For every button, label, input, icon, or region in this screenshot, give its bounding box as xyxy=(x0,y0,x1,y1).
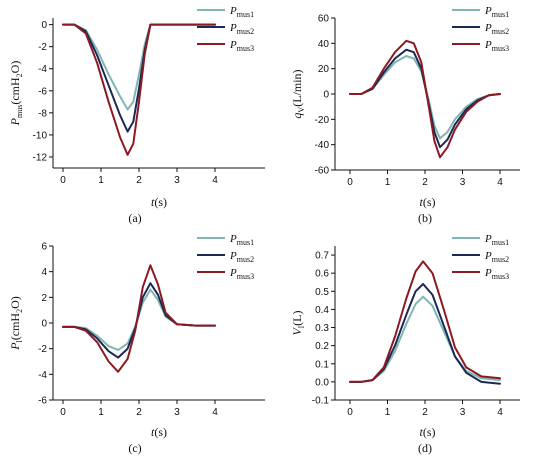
y-axis-label: Vl(L) xyxy=(290,311,306,336)
y-tick-label: 0.0 xyxy=(315,377,329,388)
y-tick-label: 0 xyxy=(41,20,47,31)
x-tick-label: 3 xyxy=(174,175,180,186)
x-tick-label: 4 xyxy=(212,175,218,186)
x-tick-label: 2 xyxy=(136,407,142,418)
y-axis-label: Pl(cmH2O) xyxy=(8,296,24,351)
panel-label: (c) xyxy=(128,441,141,455)
legend-entry: Pmus3 xyxy=(484,39,509,53)
legend-entry: Pmus3 xyxy=(229,39,254,53)
x-tick-label: 0 xyxy=(60,407,66,418)
y-tick-label: 0.6 xyxy=(315,269,329,280)
x-axis-label: t(s) xyxy=(151,195,167,209)
y-tick-label: -40 xyxy=(315,140,330,151)
legend-entry: Pmus1 xyxy=(229,233,254,247)
x-tick-label: 1 xyxy=(385,177,391,188)
y-tick-label: 2 xyxy=(41,293,47,304)
legend-entry: Pmus2 xyxy=(229,22,254,36)
legend-entry: Pmus1 xyxy=(484,233,509,247)
y-tick-label: 0.5 xyxy=(315,287,329,298)
chart-panel-a: 0 1 2 3 4 0 -2 -4 -6 -8 -10 -12 Pmus1 Pmus2 Pmus3 t(s) P… xyxy=(8,5,265,225)
y-tick-label: -2 xyxy=(38,42,47,53)
y-tick-label: 20 xyxy=(318,64,330,75)
x-tick-label: 4 xyxy=(497,407,503,418)
y-tick-label: 0.2 xyxy=(315,341,329,352)
y-tick-label: -4 xyxy=(38,370,47,381)
series-line-mus1 xyxy=(349,295,501,383)
series-line-mus1 xyxy=(62,288,216,351)
y-tick-label: 0.7 xyxy=(315,251,329,262)
y-tick-label: 0.4 xyxy=(315,305,329,316)
x-tick-label: 3 xyxy=(460,177,466,188)
series-line-mus3 xyxy=(349,39,501,159)
legend-entry: Pmus2 xyxy=(484,250,509,264)
x-tick-label: 0 xyxy=(60,175,66,186)
y-tick-label: -6 xyxy=(38,86,47,97)
y-tick-label: 0.3 xyxy=(315,323,329,334)
x-tick-label: 2 xyxy=(422,177,428,188)
y-tick-label: -60 xyxy=(315,166,330,177)
y-tick-label: 0 xyxy=(41,319,47,330)
series-line-mus1 xyxy=(349,55,501,140)
series-line-mus3 xyxy=(62,23,216,156)
x-tick-label: 0 xyxy=(347,177,353,188)
x-tick-label: 3 xyxy=(174,407,180,418)
legend-entry: Pmus1 xyxy=(484,5,509,19)
y-tick-label: -0.1 xyxy=(312,396,330,407)
x-tick-label: 4 xyxy=(497,177,503,188)
series-line-mus2 xyxy=(62,282,216,359)
x-tick-label: 2 xyxy=(136,175,142,186)
series-line-mus3 xyxy=(62,264,216,373)
y-tick-label: -2 xyxy=(38,344,47,355)
y-tick-label: 40 xyxy=(318,39,330,50)
y-tick-label: 6 xyxy=(41,242,47,253)
y-tick-label: 0 xyxy=(323,90,329,101)
y-tick-label: -6 xyxy=(38,396,47,407)
y-tick-label: -12 xyxy=(33,152,48,163)
y-tick-label: -20 xyxy=(315,115,330,126)
x-tick-label: 3 xyxy=(460,407,466,418)
legend-entry: Pmus3 xyxy=(484,267,509,281)
x-tick-label: 0 xyxy=(347,407,353,418)
x-axis-label: t(s) xyxy=(419,195,435,209)
y-tick-label: -8 xyxy=(38,108,47,119)
series-line-mus3 xyxy=(349,260,501,383)
chart-panel-d: 0 1 2 3 4 0.7 0.6 0.5 0.4 0.3 0.2 0.1 0.0 -0.1 Pmus1 Pm… xyxy=(290,233,520,455)
y-tick-label: -4 xyxy=(38,64,47,75)
legend-entry: Pmus2 xyxy=(484,22,509,36)
x-axis-label: t(s) xyxy=(151,425,167,439)
y-axis-label: Pmus(cmH2O) xyxy=(8,61,24,127)
chart-panel-b: 0 1 2 3 4 60 40 20 0 -20 -40 -60 Pmus1 Pmus2 Pmus3 t(s)… xyxy=(290,5,520,225)
legend-entry: Pmus3 xyxy=(229,267,254,281)
x-tick-label: 1 xyxy=(385,407,391,418)
y-tick-label: -10 xyxy=(33,130,48,141)
y-tick-label: 4 xyxy=(41,267,47,278)
x-tick-label: 4 xyxy=(212,407,218,418)
y-axis-label: qV(L/min) xyxy=(290,69,306,118)
panel-label: (b) xyxy=(418,211,432,225)
x-axis-label: t(s) xyxy=(419,425,435,439)
chart-panel-c: 0 1 2 3 4 6 4 2 0 -2 -4 -6 Pmus1 Pmus2 Pmus3 t(s) Pl(cmH… xyxy=(8,233,265,455)
panel-label: (a) xyxy=(128,211,141,225)
panel-label: (d) xyxy=(418,441,432,455)
x-tick-label: 2 xyxy=(422,407,428,418)
legend-entry: Pmus1 xyxy=(229,5,254,19)
y-tick-label: 0.1 xyxy=(315,359,329,370)
legend-entry: Pmus2 xyxy=(229,250,254,264)
x-tick-label: 1 xyxy=(98,175,104,186)
x-tick-label: 1 xyxy=(98,407,104,418)
y-tick-label: 60 xyxy=(318,14,330,25)
